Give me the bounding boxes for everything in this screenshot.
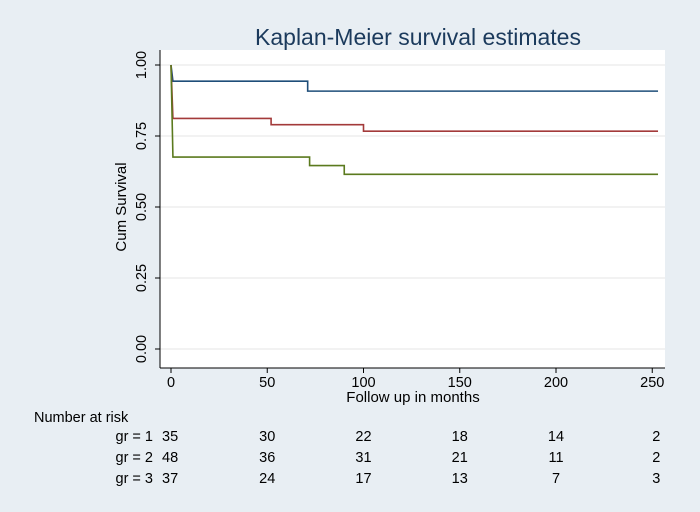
risk-table: gr = 1 35 30 22 18 14 2 gr = 2 48 36 31 21 11 2 gr = 3… xyxy=(116,429,661,487)
y-tick-label-1: 0.25 xyxy=(134,264,150,292)
risk-count-g2-t250: 2 xyxy=(652,450,660,466)
y-tick-label-0: 0.00 xyxy=(134,335,150,363)
y-tick-label-2: 0.50 xyxy=(134,193,150,221)
x-tick-label-4: 200 xyxy=(544,375,568,391)
risk-count-g3-t250: 3 xyxy=(652,471,660,487)
x-tick-label-0: 0 xyxy=(167,375,175,391)
chart-title: Kaplan-Meier survival estimates xyxy=(255,24,581,50)
risk-table-heading: Number at risk xyxy=(34,410,129,426)
risk-count-g2-t100: 31 xyxy=(355,450,371,466)
grid-lines xyxy=(160,64,665,350)
risk-count-g1-t0: 35 xyxy=(162,429,178,445)
survival-curves xyxy=(170,64,659,176)
y-axis-label: Cum Survival xyxy=(113,162,130,251)
risk-count-g2-t50: 36 xyxy=(259,450,275,466)
x-tick-label-3: 150 xyxy=(448,375,472,391)
y-tick-label-3: 0.75 xyxy=(134,122,150,150)
y-tick-label-4: 1.00 xyxy=(134,51,150,79)
risk-count-g1-t200: 14 xyxy=(548,429,564,445)
x-tick-label-1: 50 xyxy=(259,375,275,391)
risk-count-g1-t100: 22 xyxy=(355,429,371,445)
risk-count-g3-t50: 24 xyxy=(259,471,275,487)
risk-count-g1-t50: 30 xyxy=(259,429,275,445)
risk-count-g3-t200: 7 xyxy=(552,471,560,487)
x-tick-label-2: 100 xyxy=(351,375,375,391)
risk-row-label-2: gr = 2 xyxy=(116,450,153,466)
risk-count-g2-t200: 11 xyxy=(548,450,563,466)
risk-count-g3-t100: 17 xyxy=(355,471,371,487)
x-tick-label-5: 250 xyxy=(640,375,664,391)
risk-row-label-3: gr = 3 xyxy=(116,471,153,487)
risk-count-g2-t0: 48 xyxy=(162,450,178,466)
risk-row-label-1: gr = 1 xyxy=(116,429,153,445)
risk-count-g1-t250: 2 xyxy=(652,429,660,445)
plot-area xyxy=(160,50,665,368)
risk-count-g2-t150: 21 xyxy=(452,450,468,466)
tick-labels: 0.00 0.25 0.50 0.75 1.00 0 50 100 150 200 250 xyxy=(134,51,664,391)
axes xyxy=(155,50,665,373)
survival-curve-1 xyxy=(170,64,659,92)
risk-count-g3-t150: 13 xyxy=(452,471,468,487)
x-axis-label: Follow up in months xyxy=(346,389,479,406)
risk-count-g3-t0: 37 xyxy=(162,471,178,487)
survival-curve-2 xyxy=(170,64,659,132)
risk-count-g1-t150: 18 xyxy=(452,429,468,445)
survival-curve-3 xyxy=(170,64,659,176)
